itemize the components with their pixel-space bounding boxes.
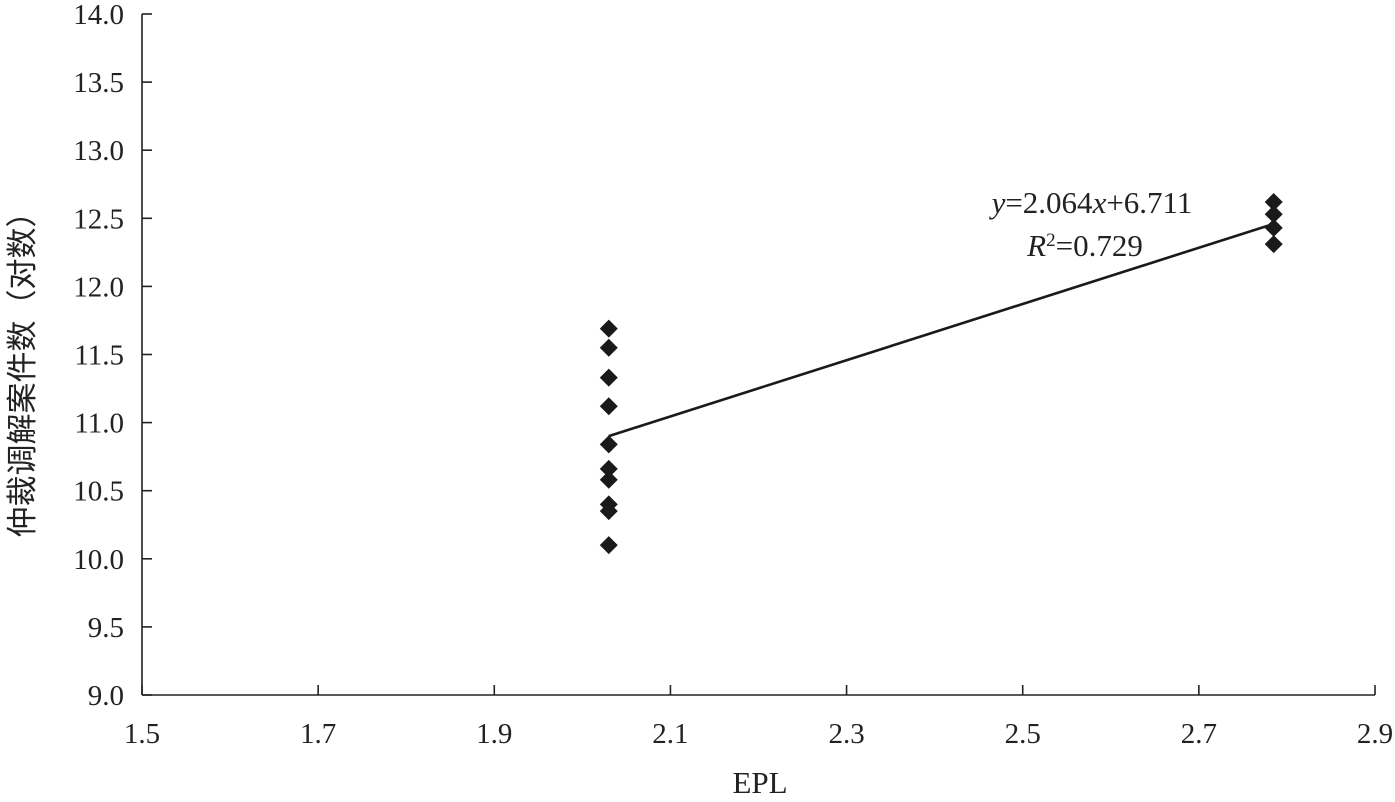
data-point: [599, 368, 618, 387]
data-point: [599, 319, 618, 338]
y-tick-label: 10.0: [73, 544, 124, 576]
x-tick-label: 2.7: [1181, 718, 1217, 750]
x-tick-label: 2.1: [652, 718, 688, 750]
r2-superscript: 2: [1046, 230, 1056, 251]
y-tick-label: 12.5: [73, 203, 124, 235]
equation-mid: =2.064: [1005, 185, 1093, 220]
r2-var: R: [1026, 228, 1046, 263]
data-point: [1264, 218, 1283, 237]
x-tick-label: 1.5: [124, 718, 160, 750]
y-tick-label: 10.5: [73, 476, 124, 508]
r-squared-label: R2=0.729: [1026, 228, 1143, 263]
y-tick-label: 11.0: [74, 408, 124, 440]
y-ticks: 9.0 9.5 10.0 10.5 11.0 11.5 12.0 12.5 13.0 13.5 14…: [73, 0, 152, 712]
data-point: [1264, 205, 1283, 224]
x-tick-label: 1.9: [476, 718, 512, 750]
data-point: [599, 338, 618, 357]
data-point: [1264, 235, 1283, 254]
x-axis-title: EPL: [732, 765, 787, 800]
y-tick-label: 12.0: [73, 271, 124, 303]
equation-x-var: x: [1092, 185, 1107, 220]
equation-tail: +6.711: [1106, 185, 1192, 220]
y-tick-label: 11.5: [74, 340, 124, 372]
axes: [141, 14, 1375, 696]
y-tick-label: 13.5: [73, 67, 124, 99]
x-ticks: 1.5 1.7 1.9 2.1 2.3 2.5 2.7 2.9: [124, 685, 1393, 750]
y-axis-title: 仲裁调解案件数（对数）: [5, 197, 40, 538]
equation-y-var: y: [989, 185, 1006, 220]
data-point: [599, 459, 618, 478]
y-tick-label: 9.0: [88, 680, 124, 712]
trendline-equation: y=2.064x+6.711: [989, 185, 1193, 220]
data-point: [599, 397, 618, 416]
data-point: [599, 536, 618, 555]
x-tick-label: 2.3: [828, 718, 864, 750]
data-points: [599, 192, 1283, 555]
x-tick-label: 2.5: [1005, 718, 1041, 750]
data-point: [599, 435, 618, 454]
data-point: [599, 502, 618, 521]
y-tick-label: 13.0: [73, 135, 124, 167]
trendline: [608, 222, 1275, 438]
data-point: [1264, 192, 1283, 211]
y-tick-label: 9.5: [88, 612, 124, 644]
x-tick-label: 2.9: [1357, 718, 1393, 750]
data-point: [599, 470, 618, 489]
y-tick-label: 14.0: [73, 0, 124, 31]
r2-tail: =0.729: [1056, 228, 1143, 263]
x-tick-label: 1.7: [300, 718, 336, 750]
